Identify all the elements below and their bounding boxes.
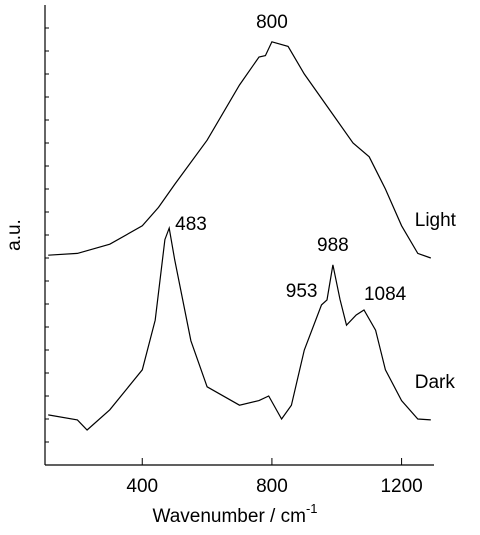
- x-tick-label: 800: [256, 476, 288, 497]
- peak-label: 1084: [364, 284, 407, 305]
- series-label: Dark: [415, 372, 456, 393]
- spectrum-line: [48, 225, 431, 431]
- x-axis-label: Wavenumber / cm-1: [152, 501, 317, 527]
- x-tick-label: 1200: [380, 476, 422, 497]
- x-axis-label-sup: -1: [306, 501, 318, 516]
- x-tick-label: 400: [126, 476, 158, 497]
- y-axis-label: a.u.: [4, 219, 25, 251]
- peak-label: 953: [286, 281, 318, 302]
- series-label: Light: [415, 210, 457, 231]
- peak-label: 483: [175, 214, 207, 235]
- peak-label: 800: [256, 12, 288, 33]
- x-axis-label-main: Wavenumber / cm: [152, 506, 305, 527]
- spectrum-line: [48, 41, 432, 259]
- peak-label: 988: [317, 235, 349, 256]
